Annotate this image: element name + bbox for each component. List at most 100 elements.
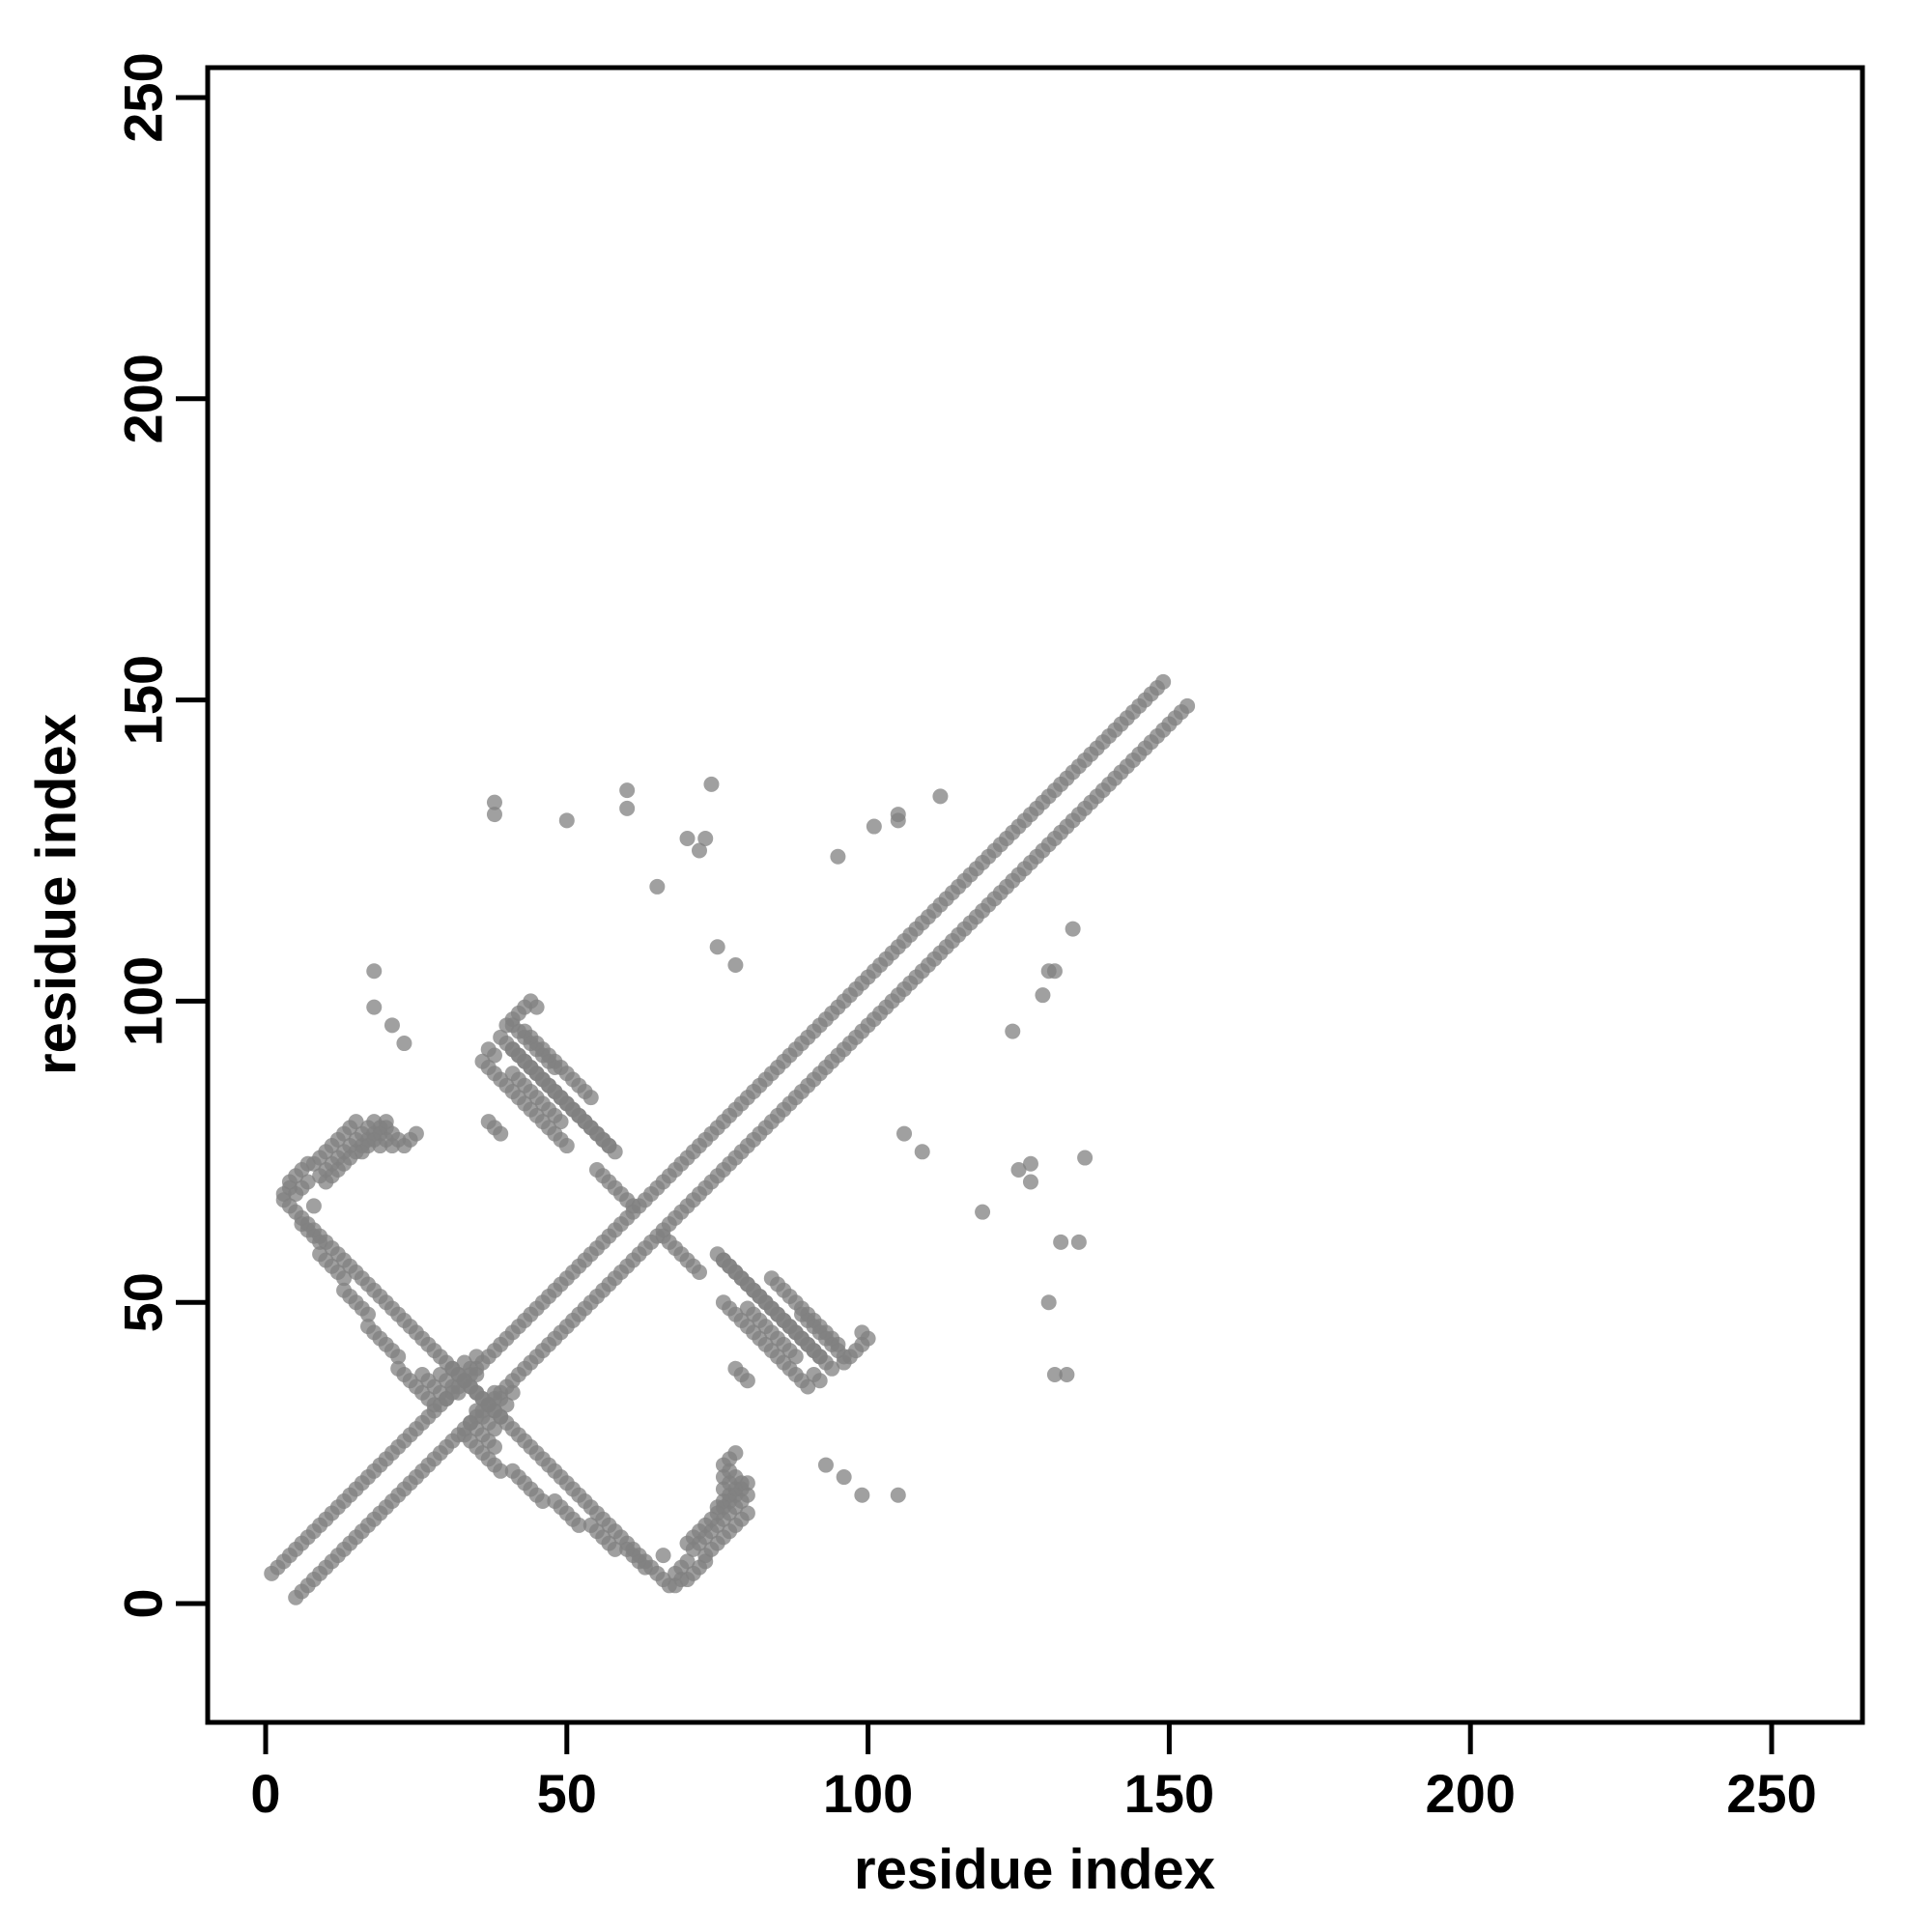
data-point bbox=[727, 956, 744, 973]
data-point bbox=[348, 1114, 364, 1130]
y-tick-label: 150 bbox=[113, 655, 174, 745]
data-point bbox=[932, 788, 949, 805]
data-point bbox=[558, 1138, 575, 1154]
data-point bbox=[1046, 1367, 1063, 1383]
data-point bbox=[504, 1017, 521, 1034]
data-point bbox=[811, 1349, 828, 1365]
data-point bbox=[763, 1270, 780, 1287]
data-point bbox=[318, 1174, 334, 1190]
data-point bbox=[1040, 1294, 1057, 1311]
data-point bbox=[396, 1036, 412, 1052]
data-point bbox=[975, 1204, 991, 1220]
data-point bbox=[463, 1414, 479, 1431]
data-point bbox=[739, 1505, 755, 1521]
x-tick-label: 150 bbox=[1124, 1763, 1214, 1824]
data-point bbox=[469, 1349, 485, 1365]
y-tick-label: 50 bbox=[113, 1272, 174, 1332]
data-point bbox=[558, 812, 575, 829]
data-point bbox=[504, 1065, 521, 1082]
data-point bbox=[655, 1228, 671, 1244]
data-point bbox=[739, 1373, 755, 1389]
data-point bbox=[866, 818, 882, 835]
data-point bbox=[697, 831, 714, 847]
data-point bbox=[528, 999, 545, 1015]
x-tick-label: 250 bbox=[1726, 1763, 1816, 1824]
x-axis-title: residue index bbox=[854, 1838, 1215, 1901]
data-point bbox=[854, 1487, 870, 1503]
data-point bbox=[1046, 963, 1063, 980]
x-tick-label: 0 bbox=[250, 1763, 280, 1824]
data-point bbox=[390, 1349, 407, 1365]
data-point bbox=[547, 1492, 563, 1509]
data-point bbox=[582, 1090, 599, 1106]
data-point bbox=[504, 1463, 521, 1479]
plot-frame bbox=[205, 65, 1865, 1725]
data-point bbox=[625, 1198, 641, 1214]
y-tick-label: 100 bbox=[113, 956, 174, 1046]
data-point bbox=[806, 1367, 822, 1383]
data-point bbox=[366, 999, 383, 1015]
data-point bbox=[366, 963, 383, 980]
data-point bbox=[727, 1445, 744, 1462]
data-point bbox=[1022, 1155, 1038, 1172]
data-point bbox=[715, 1294, 731, 1311]
data-point bbox=[679, 1553, 696, 1570]
data-point bbox=[1053, 1234, 1069, 1250]
data-point bbox=[426, 1397, 442, 1413]
data-point bbox=[456, 1427, 472, 1443]
data-point bbox=[469, 1384, 485, 1401]
data-point bbox=[504, 1384, 521, 1401]
data-point bbox=[896, 1125, 913, 1142]
data-point bbox=[1155, 673, 1172, 690]
data-point bbox=[480, 1114, 497, 1130]
data-point bbox=[486, 807, 502, 823]
data-point bbox=[691, 842, 707, 859]
data-point bbox=[709, 939, 725, 955]
data-point bbox=[914, 1144, 930, 1160]
data-point bbox=[619, 782, 636, 799]
data-point bbox=[890, 1487, 906, 1503]
data-point bbox=[1070, 1234, 1087, 1250]
data-point bbox=[1010, 1162, 1027, 1179]
y-axis: 0 50 100 150 200 250 bbox=[113, 52, 208, 1619]
y-tick-label: 0 bbox=[113, 1588, 174, 1618]
y-axis-title: residue index bbox=[25, 714, 88, 1075]
data-point bbox=[299, 1174, 316, 1190]
x-axis: 0 50 100 150 200 250 bbox=[250, 1722, 1817, 1824]
data-point bbox=[787, 1349, 804, 1365]
data-point bbox=[450, 1384, 467, 1401]
data-point bbox=[703, 776, 720, 792]
data-point bbox=[830, 848, 846, 865]
data-point bbox=[1022, 1174, 1038, 1190]
data-point bbox=[486, 1384, 502, 1401]
x-tick-label: 100 bbox=[823, 1763, 913, 1824]
data-point bbox=[1059, 1367, 1075, 1383]
data-point bbox=[305, 1198, 322, 1214]
data-point bbox=[854, 1324, 870, 1341]
data-point bbox=[469, 1403, 485, 1419]
plot-border bbox=[205, 65, 1865, 1725]
data-point bbox=[504, 1041, 521, 1058]
data-points-layer bbox=[264, 673, 1196, 1605]
data-point bbox=[679, 831, 696, 847]
data-point bbox=[1077, 1150, 1094, 1166]
data-point bbox=[817, 1457, 834, 1473]
data-point bbox=[655, 1548, 671, 1564]
data-point bbox=[890, 807, 906, 823]
data-point bbox=[486, 1047, 502, 1064]
data-point bbox=[360, 1306, 377, 1322]
data-point bbox=[649, 878, 666, 895]
data-point bbox=[1035, 987, 1051, 1004]
x-tick-label: 200 bbox=[1425, 1763, 1515, 1824]
data-point bbox=[619, 800, 636, 816]
data-point bbox=[836, 1469, 852, 1486]
data-point bbox=[1179, 697, 1196, 714]
data-point bbox=[384, 1017, 400, 1034]
y-tick-label: 200 bbox=[113, 354, 174, 443]
data-point bbox=[1005, 1023, 1021, 1039]
data-point bbox=[582, 1517, 599, 1533]
data-point bbox=[408, 1125, 424, 1142]
